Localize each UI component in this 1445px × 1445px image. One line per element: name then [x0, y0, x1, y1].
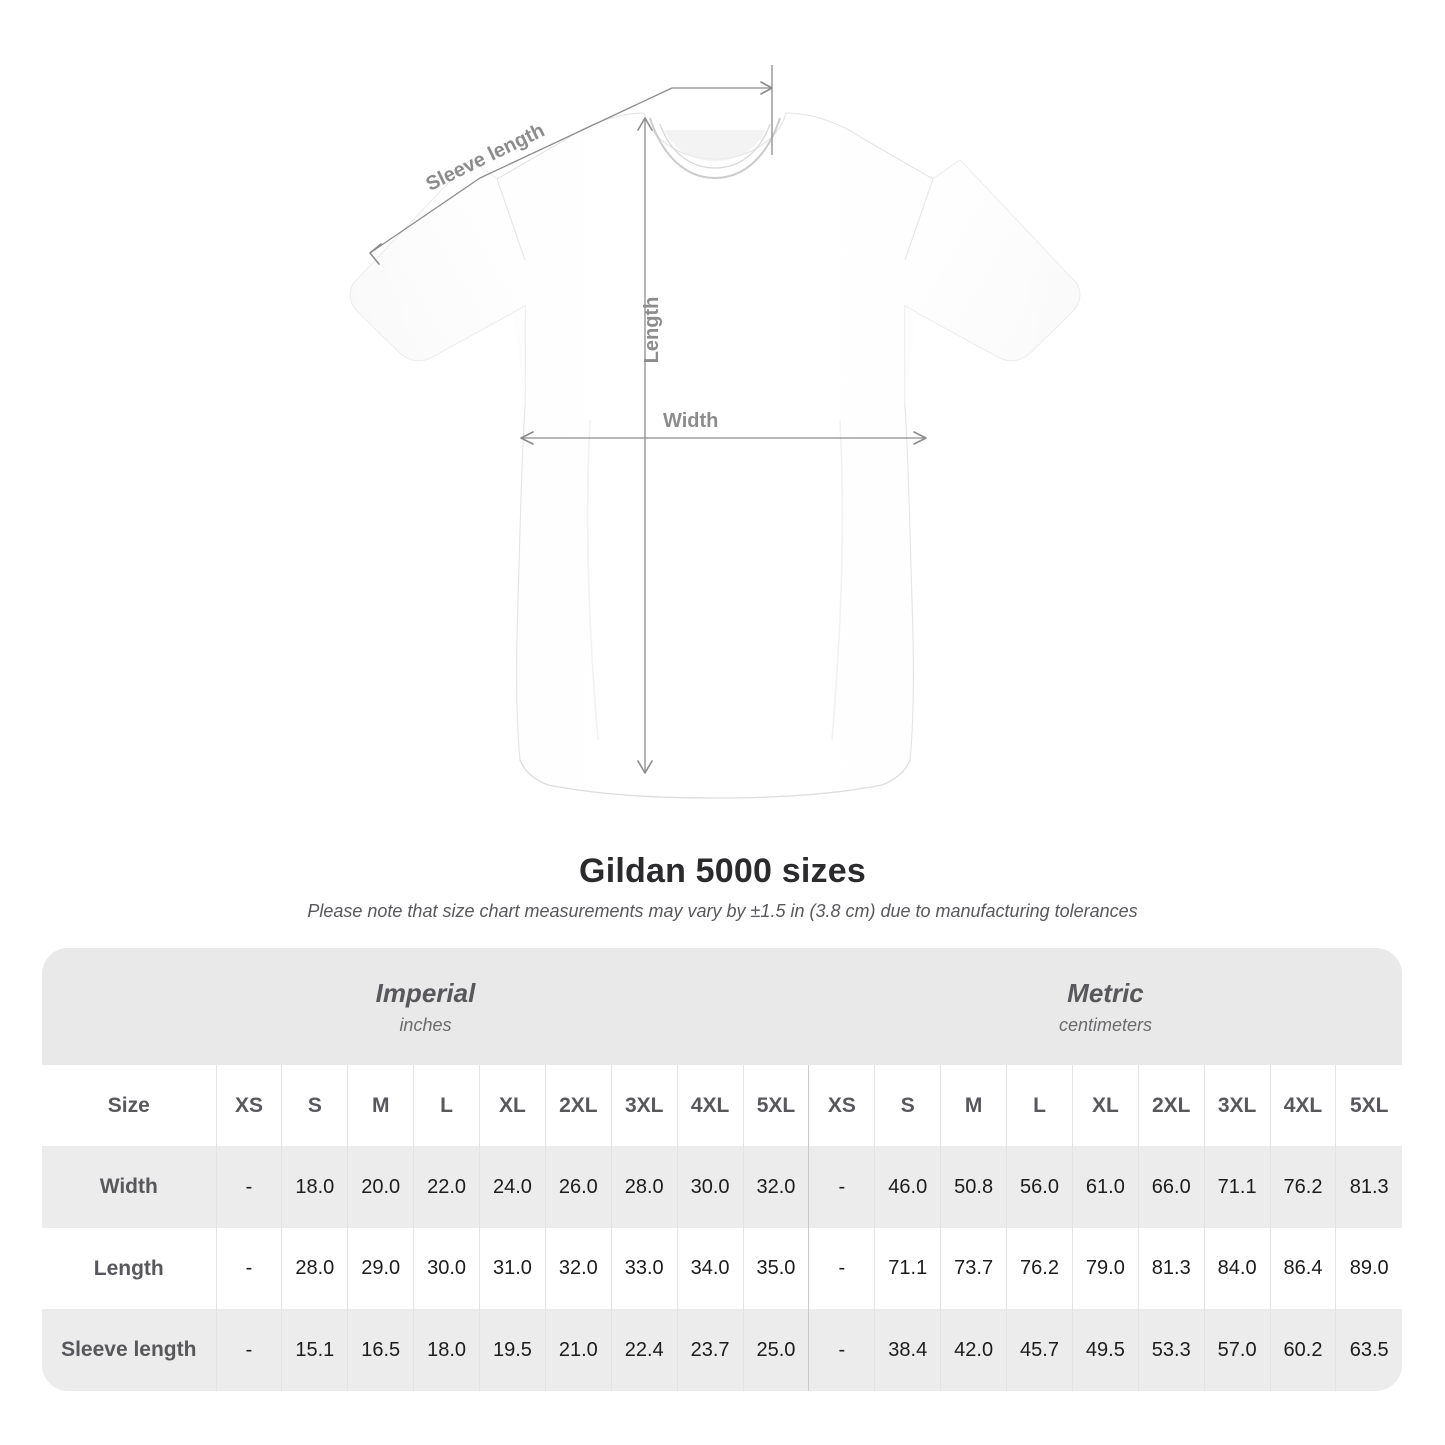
svg-text:Length: Length	[641, 297, 663, 364]
svg-text:Width: Width	[663, 410, 718, 432]
